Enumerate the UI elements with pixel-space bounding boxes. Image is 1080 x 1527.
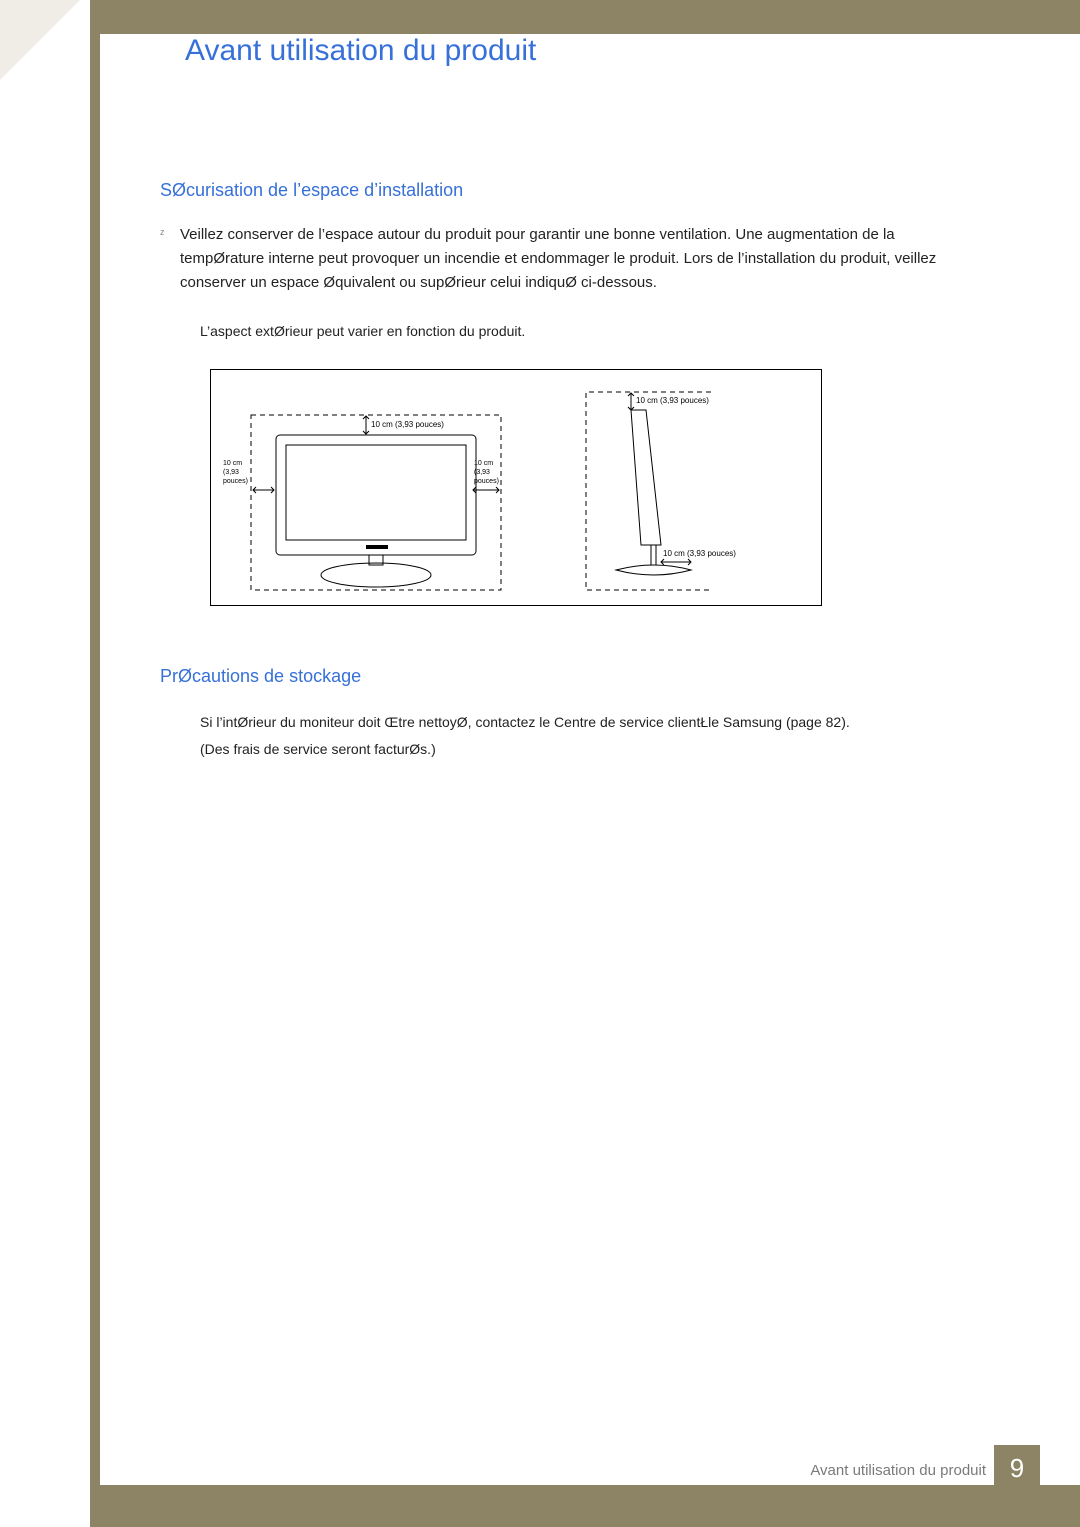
page-corner-fold — [0, 0, 80, 80]
label-front-left-3: pouces) — [223, 478, 248, 485]
heading-storage: PrØcautions de stockage — [160, 666, 940, 687]
footer-section-title: Avant utilisation du produit — [810, 1462, 986, 1479]
label-front-left-2: (3,93 — [223, 469, 239, 476]
paragraph-installation: Veillez conserver de l’espace autour du … — [180, 223, 940, 295]
heading-installation-space: SØcurisation de l’espace d’installation — [160, 180, 940, 201]
paragraph-storage-line1: Si l’intØrieur du moniteur doit Œtre net… — [200, 714, 850, 730]
clearance-diagram: 10 cm (3,93 pouces) 10 cm (3,93 pouces) … — [210, 369, 822, 606]
main-content: SØcurisation de l’espace d’installation … — [160, 180, 940, 762]
vertical-accent-bar — [90, 0, 100, 1527]
label-front-right-1: 10 cm — [474, 460, 493, 467]
page-section-title: Avant utilisation du produit — [185, 34, 536, 68]
label-front-top: 10 cm (3,93 pouces) — [371, 420, 444, 429]
paragraph-storage-line2: (Des frais de service seront facturØs.) — [200, 741, 436, 757]
paragraph-storage: Si l’intØrieur du moniteur doit Œtre net… — [200, 709, 940, 762]
bullet-marker: z — [160, 223, 180, 237]
label-side-back: 10 cm (3,93 pouces) — [663, 549, 736, 558]
label-front-right-3: pouces) — [474, 478, 499, 485]
page-number: 9 — [994, 1445, 1040, 1491]
paragraph-row: z Veillez conserver de l’espace autour d… — [160, 223, 940, 295]
label-front-left-1: 10 cm — [223, 460, 242, 467]
header-accent-band — [100, 0, 1080, 34]
clearance-diagram-svg: 10 cm (3,93 pouces) 10 cm (3,93 pouces) … — [211, 370, 821, 605]
paragraph-appearance-note: L’aspect extØrieur peut varier en foncti… — [200, 323, 940, 339]
label-side-top: 10 cm (3,93 pouces) — [636, 396, 709, 405]
footer-accent-band — [100, 1485, 1080, 1527]
